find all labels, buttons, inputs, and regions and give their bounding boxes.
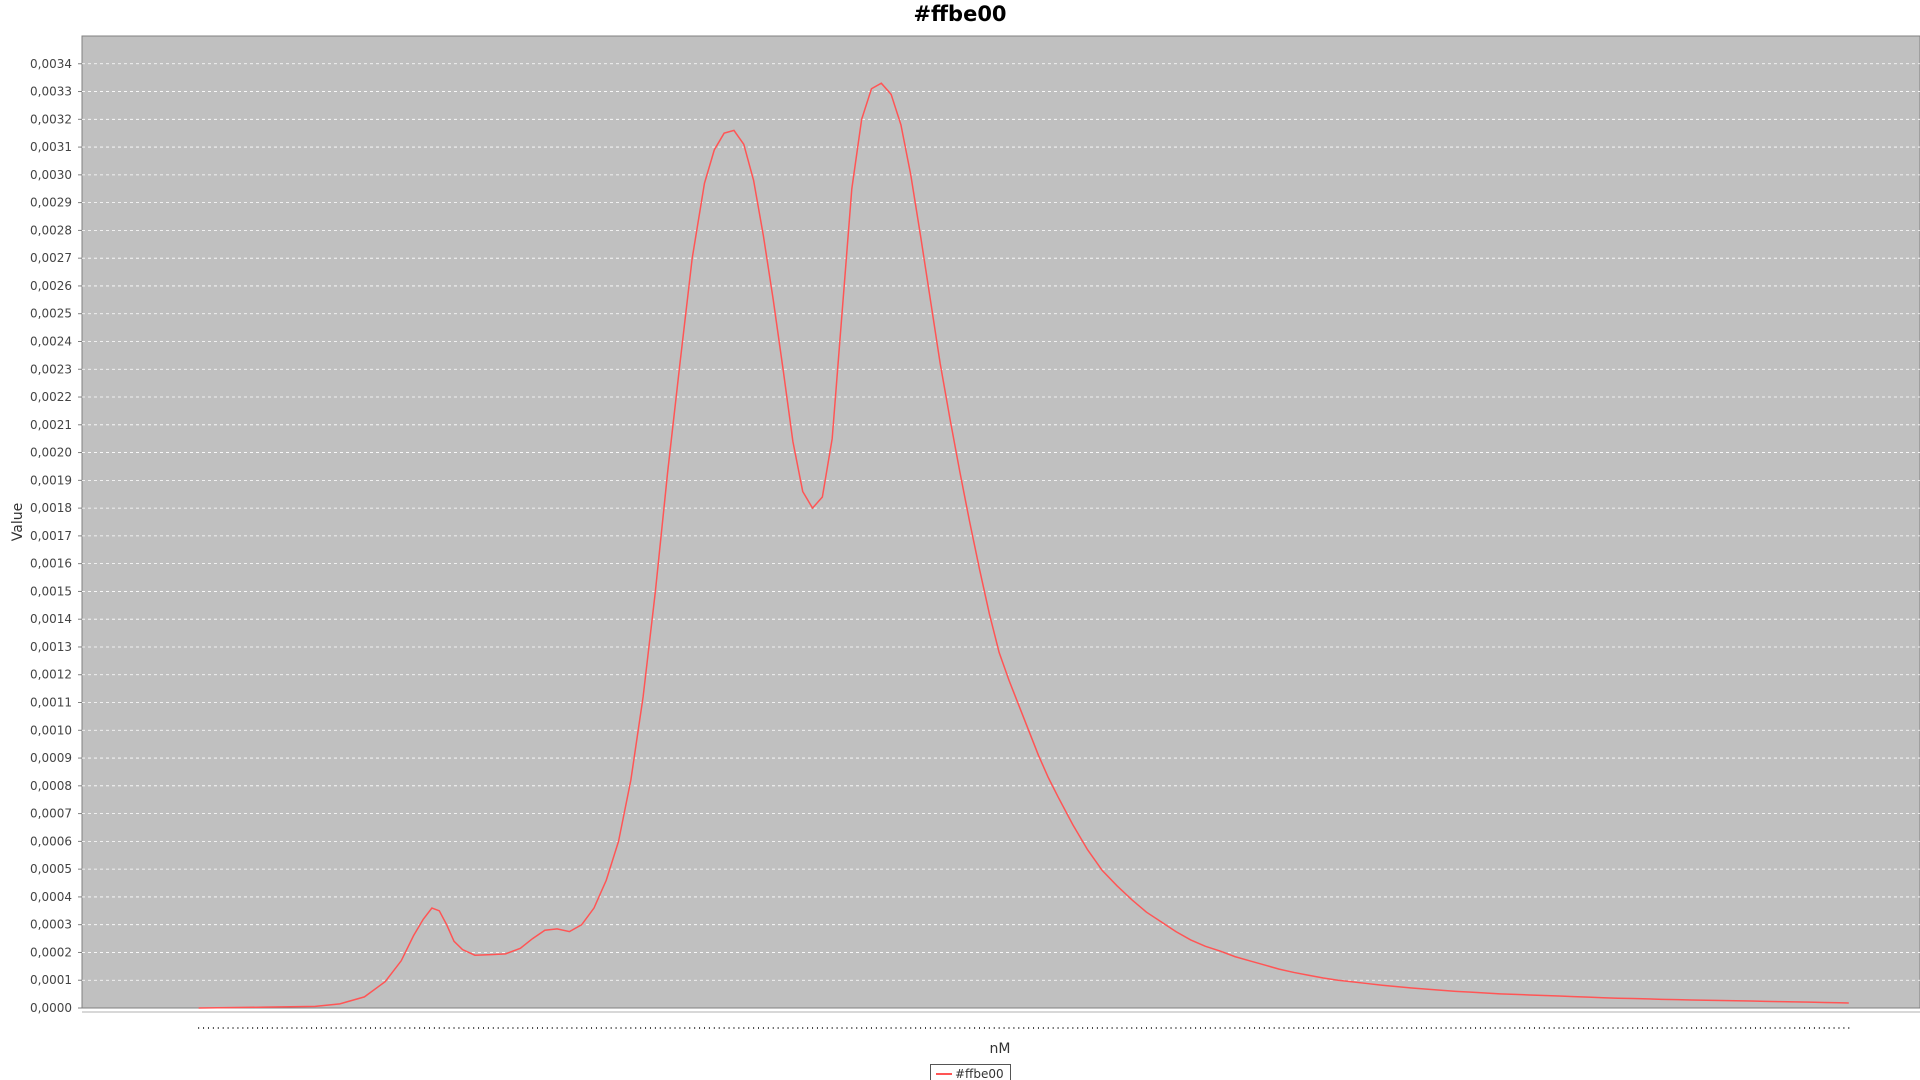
legend: #ffbe00 [930, 1064, 1011, 1080]
y-tick-label: 0,0024 [30, 334, 72, 348]
y-tick-label: 0,0010 [30, 723, 72, 737]
x-axis-label: nM [990, 1041, 1011, 1057]
y-tick-label: 0,0021 [30, 418, 72, 432]
y-tick-label: 0,0029 [30, 196, 72, 210]
plot-area [81, 35, 1920, 1009]
y-tick-label: 0,0005 [30, 862, 72, 876]
y-tick-label: 0,0006 [30, 834, 72, 848]
legend-swatch [936, 1073, 952, 1075]
y-tick-label: 0,0007 [30, 807, 72, 821]
y-axis: 0,0000 0,0001 0,0002 0,0003 0,0004 0,0005 0,00… [30, 57, 82, 1015]
y-tick-label: 0,0027 [30, 251, 72, 265]
y-tick-label: 0,0033 [30, 85, 72, 99]
y-tick-label: 0,0028 [30, 223, 72, 237]
y-tick-label: 0,0034 [30, 57, 72, 71]
y-tick-label: 0,0011 [30, 696, 72, 710]
y-tick-label: 0,0014 [30, 612, 72, 626]
series-line [198, 82, 1849, 1009]
y-tick-label: 0,0008 [30, 779, 72, 793]
grid-lines [82, 63, 1920, 981]
legend-label: #ffbe00 [955, 1067, 1004, 1080]
y-tick-label: 0,0017 [30, 529, 72, 543]
chart-title: #ffbe00 [913, 2, 1007, 26]
y-tick-label: 0,0013 [30, 640, 72, 654]
y-tick-label: 0,0001 [30, 973, 72, 987]
x-axis [82, 1011, 1920, 1029]
y-tick-label: 0,0030 [30, 168, 72, 182]
y-tick-label: 0,0026 [30, 279, 72, 293]
y-tick-label: 0,0004 [30, 890, 72, 904]
y-tick-label: 0,0025 [30, 307, 72, 321]
y-tick-label: 0,0019 [30, 473, 72, 487]
y-tick-label: 0,0009 [30, 751, 72, 765]
y-tick-label: 0,0003 [30, 918, 72, 932]
y-axis-label: Value [10, 503, 26, 541]
y-tick-label: 0,0020 [30, 446, 72, 460]
y-tick-label: 0,0002 [30, 945, 72, 959]
y-tick-label: 0,0031 [30, 140, 72, 154]
y-tick-label: 0,0018 [30, 501, 72, 515]
y-tick-label: 0,0032 [30, 112, 72, 126]
y-tick-label: 0,0022 [30, 390, 72, 404]
y-tick-label: 0,0016 [30, 557, 72, 571]
y-tick-label: 0,0023 [30, 362, 72, 376]
y-tick-label: 0,0012 [30, 668, 72, 682]
y-tick-label: 0,0015 [30, 584, 72, 598]
y-tick-label: 0,0000 [30, 1001, 72, 1015]
